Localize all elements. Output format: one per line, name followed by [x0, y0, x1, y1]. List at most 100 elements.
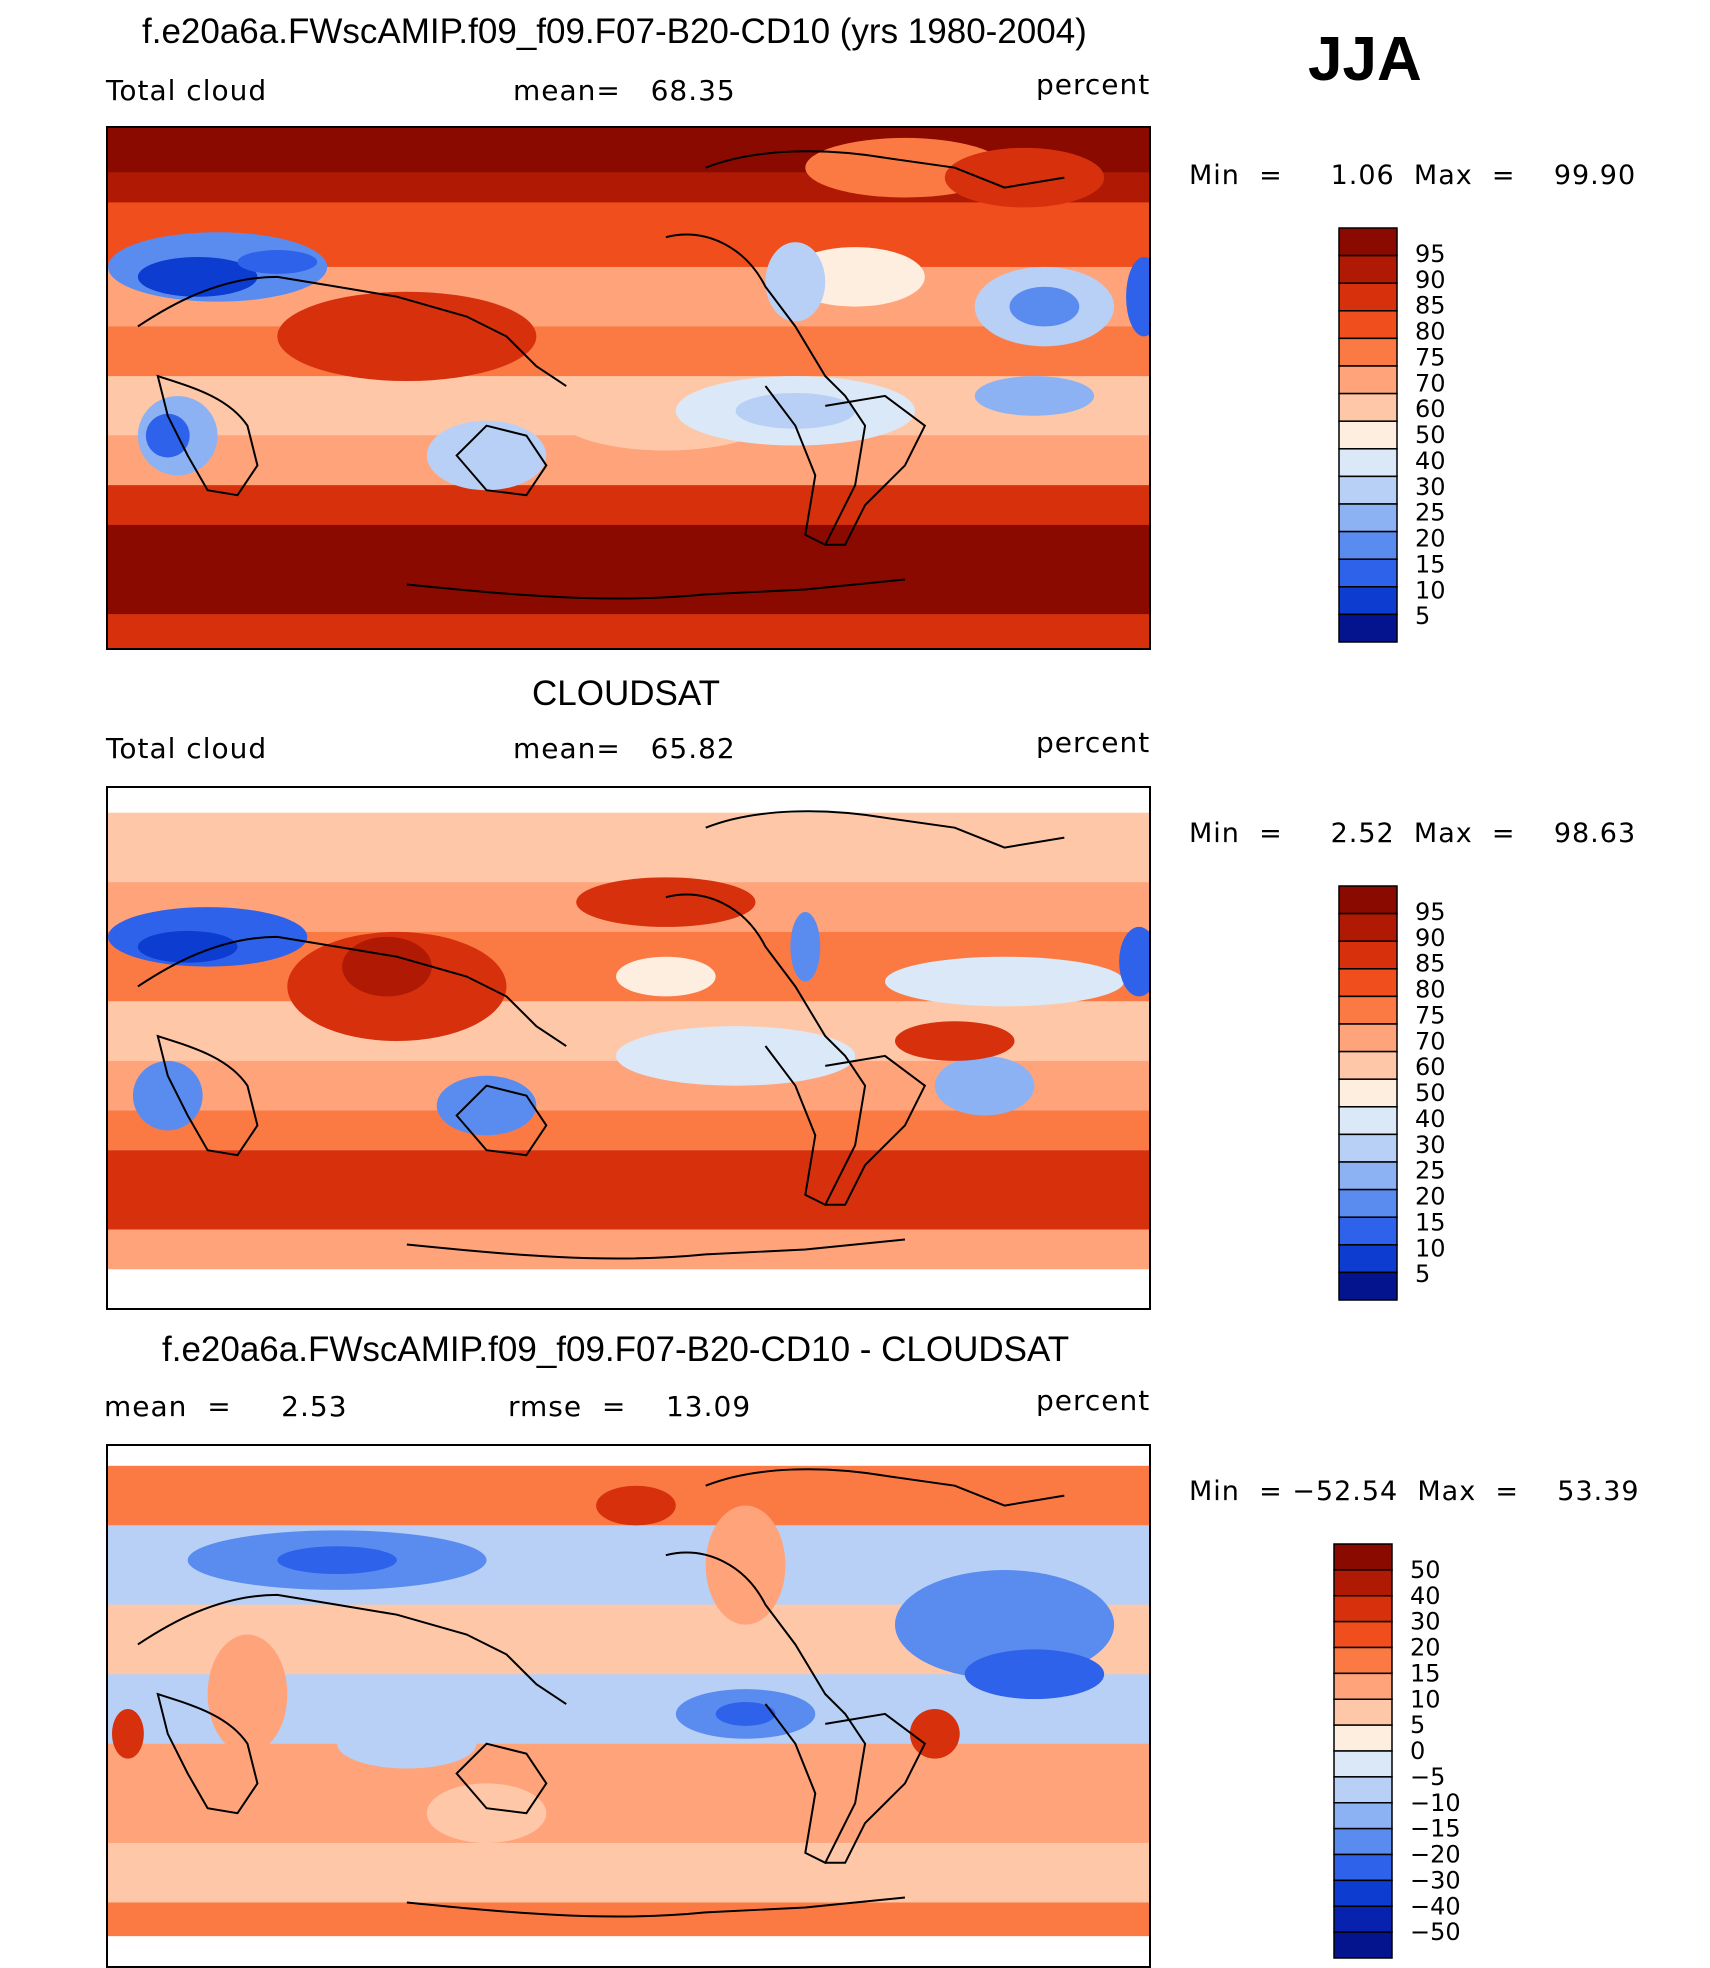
colorbar-swatch	[1338, 310, 1398, 340]
colorbar: 95 90 85 80 75 70 60 50 40 30 25 20 15 10 5	[1338, 227, 1499, 643]
colorbar-swatch	[1338, 365, 1398, 395]
colorbar-swatch	[1338, 420, 1398, 450]
colorbar-swatch	[1338, 448, 1398, 478]
colorbar-tick-label: 30	[1410, 1608, 1441, 1636]
colorbar-tick-label: 40	[1415, 1105, 1446, 1133]
colorbar-swatch	[1338, 1050, 1398, 1080]
colorbar-tick-label: 75	[1415, 343, 1446, 371]
colorbar-tick-label: −50	[1410, 1918, 1461, 1946]
colorbar-swatch	[1338, 940, 1398, 970]
colorbar-swatch	[1338, 613, 1398, 643]
variable-label: Total cloud	[106, 732, 268, 765]
colorbar-tick-label: 70	[1415, 1027, 1446, 1055]
colorbar-tick-label: 95	[1415, 240, 1446, 268]
colorbar-swatch	[1338, 254, 1398, 284]
colorbar-swatch	[1333, 1905, 1393, 1933]
colorbar-tick-label: 50	[1415, 421, 1446, 449]
colorbar-tick-label: 25	[1415, 1157, 1446, 1185]
colorbar-swatch	[1338, 885, 1398, 915]
panel-title: f.e20a6a.FWscAMIP.f09_f09.F07-B20-CD10 -…	[162, 1330, 1070, 1369]
mean-label: mean = 2.53	[104, 1390, 348, 1423]
colorbar-tick-label: 15	[1410, 1659, 1441, 1687]
season-label: JJA	[1308, 25, 1422, 94]
colorbar-swatch	[1338, 475, 1398, 505]
colorbar-swatch	[1338, 912, 1398, 942]
colorbar-swatch	[1333, 1802, 1393, 1830]
colorbar-swatch	[1333, 1543, 1393, 1571]
colorbar-tick-label: 80	[1415, 318, 1446, 346]
colorbar-tick-label: 5	[1415, 1260, 1430, 1288]
colorbar-tick-label: 85	[1415, 950, 1446, 978]
colorbar-swatch	[1333, 1724, 1393, 1752]
colorbar-tick-label: 80	[1415, 976, 1446, 1004]
colorbar-swatch	[1333, 1646, 1393, 1675]
colorbar-tick-label: 40	[1415, 447, 1446, 475]
minmax-label: Min = −52.54 Max = 53.39	[1189, 1476, 1640, 1507]
mean-label: mean= 65.82	[513, 732, 736, 765]
colorbar: 50 40 30 20 15 10 5 0 −5 −10 −15 −20 −30 −40 −50	[1333, 1543, 1499, 1959]
colorbar-swatch	[1338, 503, 1398, 533]
colorbar-tick-label: 85	[1415, 292, 1446, 320]
colorbar-tick-label: 75	[1415, 1001, 1446, 1029]
colorbar-swatch	[1338, 1106, 1398, 1136]
colorbar-swatch	[1333, 1620, 1393, 1649]
units-label: percent	[1036, 68, 1151, 101]
colorbar-tick-label: 40	[1410, 1582, 1441, 1610]
colorbar-swatch	[1338, 1188, 1398, 1218]
colorbar-tick-label: 90	[1415, 266, 1446, 294]
rmse-label: rmse = 13.09	[508, 1390, 752, 1423]
colorbar-tick-label: 5	[1415, 602, 1430, 630]
colorbar-tick-label: 0	[1410, 1737, 1425, 1765]
colorbar-swatch	[1338, 1271, 1398, 1301]
units-label: percent	[1036, 1384, 1151, 1417]
colorbar-swatch	[1338, 1078, 1398, 1108]
colorbar-swatch	[1338, 530, 1398, 560]
colorbar-swatch	[1338, 1244, 1398, 1274]
colorbar-tick-label: 20	[1415, 1183, 1446, 1211]
colorbar-tick-label: 20	[1410, 1634, 1441, 1662]
colorbar-tick-label: 50	[1410, 1556, 1441, 1584]
colorbar-swatch	[1333, 1698, 1393, 1726]
contour-map	[106, 786, 1151, 1310]
colorbar-tick-label: −5	[1410, 1763, 1445, 1791]
colorbar-swatch	[1338, 337, 1398, 367]
colorbar-tick-label: 30	[1415, 1131, 1446, 1159]
mean-label: mean= 68.35	[513, 74, 736, 107]
colorbar-swatch	[1338, 1133, 1398, 1163]
colorbar-tick-label: 90	[1415, 924, 1446, 952]
colorbar-swatch	[1338, 392, 1398, 422]
colorbar-tick-label: 15	[1415, 550, 1446, 578]
colorbar-tick-label: 60	[1415, 395, 1446, 423]
colorbar-tick-label: 50	[1415, 1079, 1446, 1107]
colorbar-swatch	[1338, 1023, 1398, 1053]
colorbar-swatch	[1338, 1161, 1398, 1191]
colorbar-tick-label: −30	[1410, 1866, 1461, 1894]
colorbar-swatch	[1338, 995, 1398, 1025]
colorbar-tick-label: −10	[1410, 1789, 1461, 1817]
colorbar-tick-label: 10	[1410, 1685, 1441, 1713]
panel-title: f.e20a6a.FWscAMIP.f09_f09.F07-B20-CD10 (…	[142, 12, 1087, 51]
colorbar-tick-label: 5	[1410, 1711, 1425, 1739]
colorbar-swatch	[1333, 1569, 1393, 1597]
colorbar-tick-label: 10	[1415, 1234, 1446, 1262]
colorbar-swatch	[1338, 586, 1398, 616]
colorbar-tick-label: 30	[1415, 473, 1446, 501]
colorbar-tick-label: 10	[1415, 576, 1446, 604]
units-label: percent	[1036, 726, 1151, 759]
colorbar-tick-label: −15	[1410, 1815, 1461, 1843]
colorbar-swatch	[1333, 1595, 1393, 1623]
colorbar-swatch	[1338, 282, 1398, 312]
colorbar-tick-label: 70	[1415, 369, 1446, 397]
colorbar-tick-label: 95	[1415, 898, 1446, 926]
colorbar-swatch	[1333, 1776, 1393, 1804]
colorbar-tick-label: 60	[1415, 1053, 1446, 1081]
colorbar: 95 90 85 80 75 70 60 50 40 30 25 20 15 10 5	[1338, 885, 1499, 1301]
variable-label: Total cloud	[106, 74, 268, 107]
minmax-label: Min = 1.06 Max = 99.90	[1189, 160, 1637, 191]
colorbar-swatch	[1333, 1879, 1393, 1907]
colorbar-swatch	[1333, 1931, 1393, 1959]
colorbar-swatch	[1333, 1853, 1393, 1882]
colorbar-tick-label: −20	[1410, 1841, 1461, 1869]
colorbar-swatch	[1338, 1216, 1398, 1246]
colorbar-swatch	[1333, 1827, 1393, 1856]
